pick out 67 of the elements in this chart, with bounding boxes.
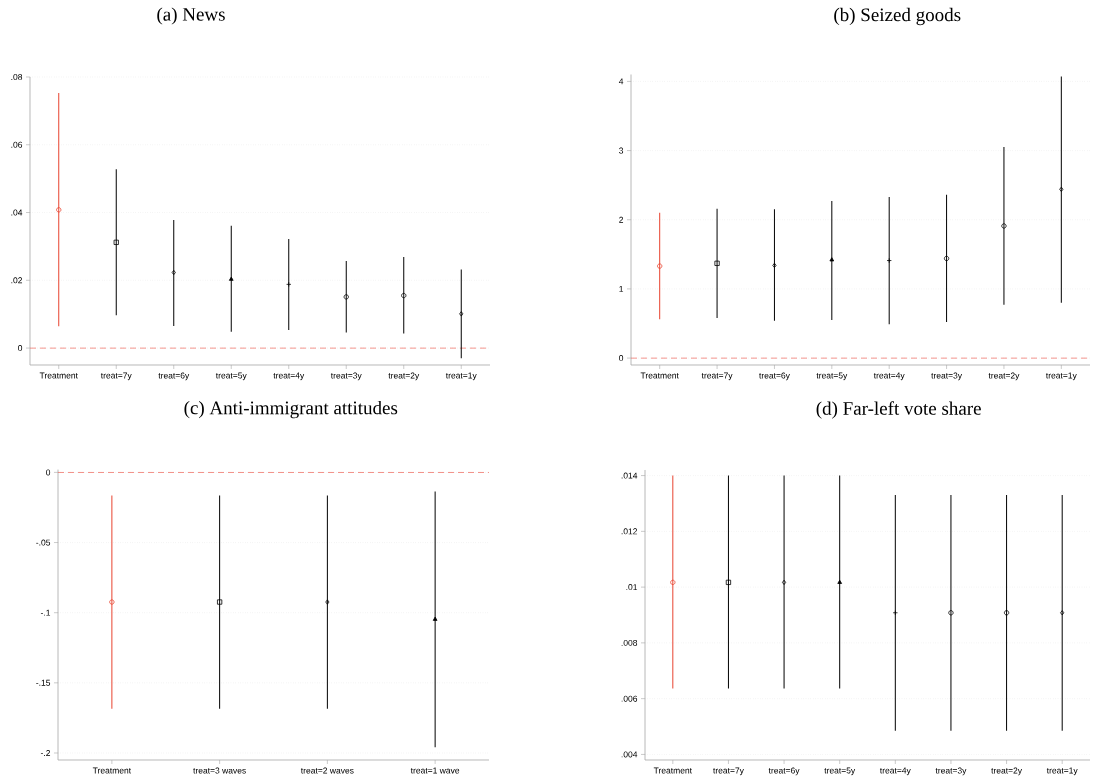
point (171, 269, 176, 276)
chart-title: (d) Far-left vote share (816, 401, 981, 419)
x-tick-label: treat=5y (816, 372, 848, 381)
x-tick-label: treat=4y (273, 372, 305, 381)
y-tick-label: 0 (619, 355, 624, 362)
y-tick-label: 0 (18, 345, 23, 352)
y-tick-label: .014 (621, 472, 638, 479)
x-tick-label: treat=5y (824, 767, 856, 776)
y-tick-label: .04 (11, 209, 23, 216)
x-tick-label: Treatment (92, 767, 132, 774)
point (56, 207, 62, 213)
y-tick-label: .02 (11, 277, 23, 284)
point (657, 263, 663, 269)
x-tick-label: treat=6y (768, 767, 800, 776)
y-tick-label: .012 (621, 528, 638, 535)
x-tick-label: Treatment (640, 372, 679, 379)
x-tick-label: treat=3y (931, 372, 963, 381)
point (714, 260, 720, 266)
y-tick-label: .08 (11, 73, 23, 80)
y-tick-label: .004 (621, 751, 638, 758)
point (459, 311, 464, 317)
x-tick-label: treat=2y (991, 767, 1023, 776)
y-tick-label: 0 (46, 469, 51, 476)
y-tick-label: 3 (619, 147, 624, 154)
x-tick-label: treat=2y (388, 372, 420, 381)
y-tick-label: -.15 (36, 679, 51, 686)
point (401, 292, 407, 299)
x-tick-label: Treatment (39, 372, 78, 379)
x-tick-label: treat=2y (988, 372, 1020, 381)
point (343, 294, 349, 300)
y-tick-label: 4 (618, 78, 624, 85)
y-tick-label: .008 (621, 639, 638, 646)
y-tick-label: -.2 (40, 750, 51, 756)
point (1001, 223, 1007, 229)
x-tick-label: treat=6y (158, 372, 190, 381)
x-tick-label: Treatment (653, 767, 692, 774)
x-tick-label: treat=7y (701, 372, 733, 381)
x-tick-label: treat=2 waves (300, 767, 354, 774)
chart-title: (b) Seized goods (834, 7, 961, 26)
x-tick-label: treat=4y (873, 372, 905, 381)
point (829, 257, 835, 262)
x-tick-label: treat=4y (879, 767, 911, 776)
chart-title: (c) Anti-immigrant attitudes (184, 400, 398, 419)
x-tick-label: treat=3y (330, 372, 362, 381)
x-tick-label: treat=6y (759, 372, 790, 381)
y-tick-label: -.1 (40, 609, 51, 616)
y-tick-label: 2 (619, 216, 624, 223)
point (772, 262, 777, 268)
x-tick-label: treat=1y (445, 372, 477, 381)
x-tick-label: treat=7y (100, 372, 132, 381)
y-tick-label: .06 (11, 141, 23, 148)
x-tick-label: treat=3 waves (193, 767, 246, 774)
x-tick-label: treat=1y (1045, 372, 1077, 381)
point (1059, 186, 1064, 192)
y-tick-label: .01 (626, 584, 638, 591)
point (228, 276, 234, 281)
y-tick-label: -.05 (36, 539, 51, 546)
point (943, 255, 950, 262)
y-tick-label: .006 (621, 695, 638, 702)
point (113, 239, 119, 245)
y-tick-label: 1 (619, 285, 624, 292)
x-tick-label: treat=7y (713, 767, 744, 776)
x-tick-label: treat=3y (935, 767, 967, 776)
chart-title: (a) News (157, 7, 225, 25)
x-tick-label: treat=1 wave (410, 767, 460, 774)
x-tick-label: treat=1y (1046, 767, 1078, 776)
x-tick-label: treat=5y (215, 372, 247, 381)
